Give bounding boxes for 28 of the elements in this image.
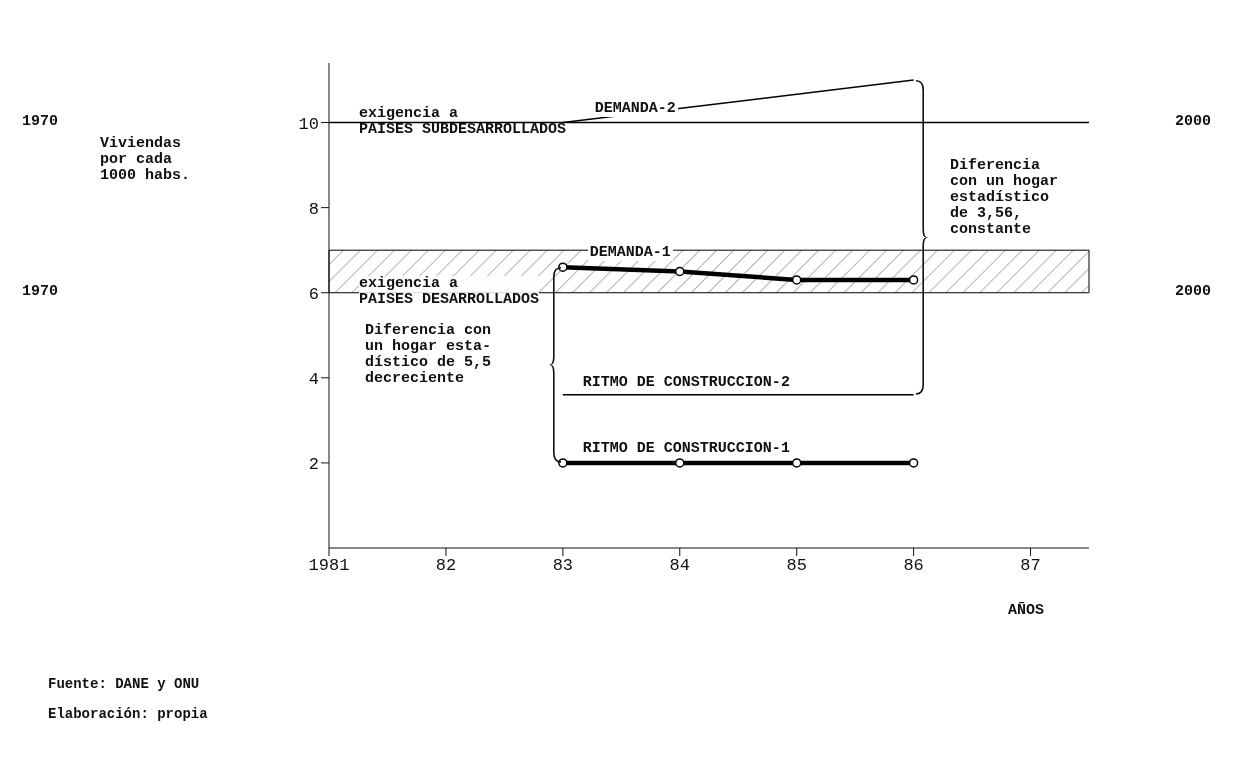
series-label: RITMO DE CONSTRUCCION-1 — [580, 439, 792, 457]
text: 2000 — [1175, 282, 1212, 300]
annotation: Diferencia con un hogar estadístico de 3,56, constante — [950, 157, 1059, 238]
x-tick-label: 87 — [1020, 556, 1041, 576]
x-axis-title: AÑOS — [1008, 602, 1045, 619]
x-tick-label: 82 — [435, 556, 457, 576]
x-tick-label: 84 — [669, 556, 690, 576]
x-tick-label: 83 — [552, 556, 574, 576]
source-note: Fuente: DANE y ONU — [48, 676, 200, 692]
text: 2000 — [1175, 112, 1212, 130]
x-tick-label: 85 — [786, 556, 807, 576]
band-label: exigencia a PAISES DESARROLLADOS — [359, 274, 540, 308]
y-tick-label: 8 — [308, 199, 319, 219]
annotation: Diferencia con un hogar esta- dístico de 5,5 decreciente — [365, 322, 492, 387]
text: Viviendas por cada 1000 habs. — [100, 135, 191, 184]
text: 1970 — [22, 282, 59, 300]
x-tick-label: 86 — [903, 556, 924, 576]
y-tick-label: 10 — [298, 114, 319, 134]
text: 1970 — [22, 112, 59, 130]
x-tick-label: 1981 — [308, 556, 350, 576]
series-label: DEMANDA-1 — [587, 244, 673, 262]
y-tick-label: 4 — [308, 369, 319, 389]
y-tick-label: 2 — [308, 454, 319, 474]
series-label: RITMO DE CONSTRUCCION-2 — [580, 373, 792, 391]
series-label: DEMANDA-2 — [592, 99, 678, 117]
y-tick-label: 6 — [308, 284, 319, 304]
ref-line-label: exigencia a PAISES SUBDESARROLLADOS — [359, 104, 567, 138]
text: Elaboración: propia — [48, 706, 208, 722]
